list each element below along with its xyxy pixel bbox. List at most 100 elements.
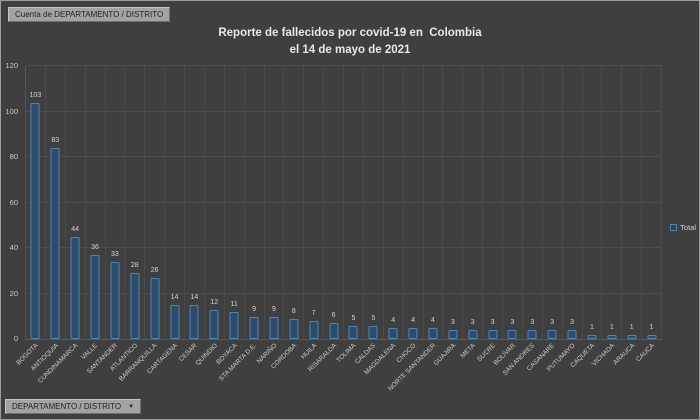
legend-label: Total (680, 223, 696, 232)
bar-column: 14 CARTAGENA (146, 66, 185, 375)
data-label: 3 (550, 319, 555, 327)
bar[interactable] (329, 323, 339, 339)
y-tick-label: 40 (9, 243, 18, 252)
bar-column: 3 META (460, 66, 484, 360)
data-label: 6 (331, 312, 336, 320)
bar-column: 11 BOYACA (215, 66, 245, 366)
bar-column: 9 NARIÑO (255, 66, 285, 365)
bar[interactable] (269, 316, 279, 339)
bar[interactable] (289, 318, 299, 339)
data-label: 1 (629, 323, 634, 331)
horizontal-gridline (26, 65, 662, 66)
bar[interactable] (309, 321, 319, 339)
y-axis: 0 20 40 60 80 100 120 (1, 62, 21, 342)
bar-column: 14 CESAR (178, 66, 205, 363)
y-tick-label: 120 (5, 61, 18, 70)
data-label: 14 (170, 294, 179, 302)
bar-column: 1 CAQUETA (569, 66, 603, 369)
data-label: 11 (230, 300, 238, 308)
data-label: 33 (111, 250, 119, 258)
bar[interactable] (507, 330, 517, 339)
bar-column: 28 ATLANTICO (109, 66, 146, 373)
bar-column: 6 RISARALDA (307, 66, 344, 373)
data-label: 44 (71, 225, 80, 233)
data-label: 9 (252, 305, 257, 313)
data-label: 83 (51, 137, 60, 145)
bar-column: 33 SANTANDER (86, 66, 126, 375)
bar[interactable] (388, 327, 398, 339)
y-tick-label: 60 (9, 197, 18, 207)
chart-title-line1: Reporte de fallecidos por covid-19 en Co… (218, 27, 482, 39)
data-label: 4 (411, 316, 416, 324)
data-label: 14 (190, 294, 199, 302)
bar[interactable] (408, 327, 418, 339)
bar[interactable] (488, 330, 498, 339)
bar[interactable] (209, 309, 219, 339)
data-label: 103 (29, 91, 42, 99)
data-label: 1 (649, 323, 654, 331)
bar[interactable] (229, 311, 239, 339)
bar[interactable] (607, 334, 617, 339)
data-label: 5 (351, 314, 356, 322)
data-label: 8 (291, 307, 296, 315)
bar[interactable] (90, 255, 100, 339)
bar[interactable] (468, 330, 478, 339)
pivot-value-field-label: Cuenta de DEPARTAMENTO / DISTRITO (15, 10, 164, 19)
bar-column: 1 CAUCA (635, 66, 662, 363)
bar[interactable] (110, 261, 120, 339)
bar-column: 3 PUTUMAYO (546, 66, 583, 373)
legend[interactable]: Total (670, 223, 696, 232)
x-axis-label: META (459, 342, 477, 360)
bar[interactable] (189, 305, 199, 339)
data-label: 3 (470, 319, 475, 327)
bar[interactable] (587, 334, 597, 339)
bar-column: 3 SAN ANDRES (502, 66, 543, 377)
bar[interactable] (348, 325, 358, 339)
pivot-value-field-button[interactable]: Cuenta de DEPARTAMENTO / DISTRITO (8, 7, 171, 22)
x-axis-label: CUNDINAMARCA (36, 342, 80, 385)
bar[interactable] (170, 305, 180, 339)
bar[interactable] (30, 102, 40, 339)
bar-column: 5 CALDAS (354, 66, 384, 366)
bar-column: 4 CHOCO (395, 66, 424, 364)
bar-column: 3 CASANARE (526, 66, 563, 373)
horizontal-gridline (26, 292, 662, 294)
bar-column: 83 ANTIOQUIA (29, 66, 66, 373)
bar[interactable] (547, 330, 557, 339)
bar[interactable] (70, 236, 80, 339)
data-label: 3 (490, 319, 495, 327)
chart-title-line2: el 14 de mayo de 2021 (289, 44, 411, 57)
data-label: 12 (210, 298, 219, 306)
bar-column: 3 SUCRE (476, 66, 503, 363)
bar[interactable] (448, 330, 458, 339)
bar[interactable] (647, 334, 657, 339)
data-label: 5 (371, 314, 376, 322)
bar[interactable] (249, 316, 259, 339)
bar[interactable] (50, 148, 60, 339)
bar[interactable] (130, 273, 140, 339)
bar[interactable] (150, 277, 160, 339)
x-axis-label: STA MARTA D.E. (218, 342, 259, 383)
data-label: 3 (450, 319, 455, 327)
bar[interactable] (428, 327, 438, 339)
data-label: 3 (510, 319, 515, 327)
bar[interactable] (567, 330, 577, 339)
bar[interactable] (527, 330, 537, 339)
data-label: 9 (271, 305, 276, 313)
chart-title: Reporte de fallecidos por covid-19 en Co… (1, 25, 699, 60)
horizontal-gridline (26, 247, 662, 248)
horizontal-gridline (26, 110, 662, 112)
axis-field-button[interactable]: DEPARTAMENTO / DISTRITO ▼ (5, 399, 142, 414)
bar-column: 103 BOGOTA (15, 66, 46, 367)
bar-column: 26 BARRANQUILLA (118, 66, 166, 383)
bar[interactable] (627, 334, 637, 339)
plot-area: 103 BOGOTA 83 ANTIOQUIA 44 CUNDINAMARCA 36 VALL… (15, 65, 662, 393)
bar-column: 36 VALLE (80, 66, 106, 361)
y-tick-label: 80 (9, 152, 18, 161)
bar[interactable] (368, 325, 378, 339)
data-label: 4 (430, 316, 435, 324)
bar-column: 5 TOLIMA (336, 66, 364, 364)
data-label: 4 (391, 316, 396, 324)
bar-column: 3 BOLIVAR (492, 66, 523, 367)
